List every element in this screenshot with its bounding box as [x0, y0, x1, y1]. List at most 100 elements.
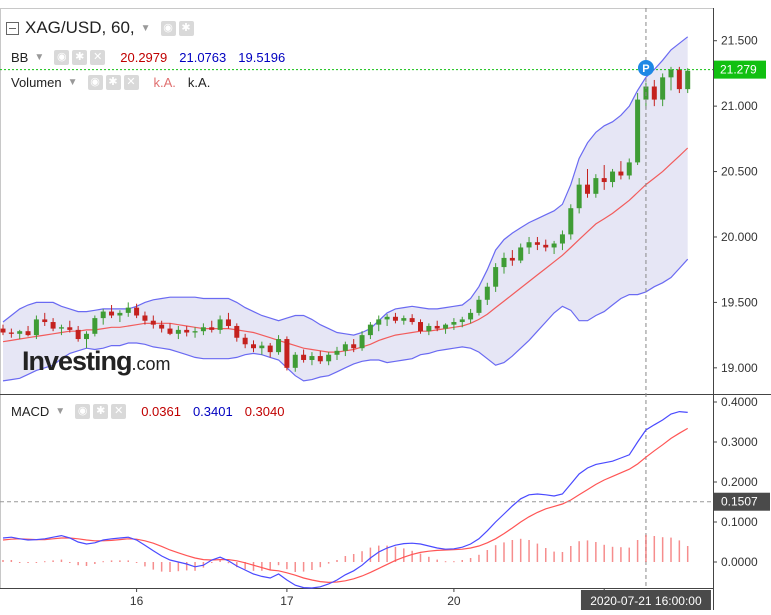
- time-tick-label: 20: [447, 594, 461, 608]
- chevron-down-icon[interactable]: ▼: [34, 52, 45, 63]
- macd-histogram-bar: [611, 546, 614, 562]
- candle-body: [392, 316, 398, 321]
- macd-histogram-bar: [503, 542, 505, 562]
- macd-histogram-bar: [286, 562, 288, 570]
- macd-histogram-bar: [160, 562, 163, 572]
- macd-histogram-bar: [578, 541, 580, 562]
- volume-value-2: k.A.: [187, 75, 211, 90]
- macd-histogram-bar: [386, 545, 388, 562]
- crosshair-time-label: 2020-07-21 16:00:00: [590, 594, 702, 608]
- macd-histogram-bar: [453, 561, 455, 563]
- candle-body: [84, 333, 89, 340]
- macd-histogram-bar: [661, 537, 664, 562]
- price-tick-label: 21.500: [721, 34, 758, 48]
- price-tick-label: 19.500: [721, 295, 758, 309]
- macd-tick-label: 0.0000: [721, 555, 758, 569]
- candle-body: [317, 356, 323, 362]
- collapse-icon[interactable]: [6, 21, 19, 35]
- macd-histogram-bar: [169, 562, 171, 572]
- candle-body: [25, 331, 31, 336]
- candle-body: [117, 312, 123, 316]
- bb-legend: BB ▼ ◉ ✱ ✕ 20.2979 21.0763 19.5196: [11, 50, 285, 65]
- candle-body: [468, 312, 474, 320]
- investing-logo: Investing.com: [22, 346, 171, 377]
- bb-lower-value: 19.5196: [238, 50, 286, 65]
- eye-icon[interactable]: ◉: [160, 20, 176, 36]
- macd-name: MACD: [11, 404, 50, 419]
- candle-body: [225, 319, 231, 326]
- candle-body: [259, 345, 265, 349]
- macd-histogram-bar: [369, 547, 372, 562]
- last-price-tag: [714, 60, 766, 79]
- price-tick-label: 20.500: [721, 165, 758, 179]
- price-tick-label: 21.000: [721, 99, 758, 113]
- macd-histogram-bar: [620, 547, 622, 562]
- candle-body: [585, 184, 590, 194]
- macd-histogram-bar: [319, 562, 322, 568]
- candle-body: [292, 354, 298, 368]
- macd-histogram-bar: [135, 562, 138, 563]
- main-legend: XAG/USD, 60, ▼ ◉ ✱: [6, 18, 197, 38]
- candle-body: [367, 324, 373, 336]
- macd-histogram-bar: [69, 562, 71, 563]
- logo-bold: Investing: [22, 346, 133, 376]
- macd-histogram-bar: [478, 554, 480, 562]
- macd-histogram-bar: [336, 560, 338, 562]
- macd-histogram-bar: [302, 562, 305, 572]
- candle-body: [192, 331, 198, 333]
- macd-histogram-bar: [18, 562, 21, 563]
- macd-histogram-bar: [528, 540, 530, 562]
- macd-histogram-bar: [519, 538, 522, 562]
- macd-histogram-bar: [327, 562, 330, 564]
- candle-body: [401, 318, 407, 321]
- candle-body: [175, 329, 181, 334]
- macd-histogram-bar: [152, 562, 155, 570]
- candle-body: [559, 234, 565, 244]
- eye-icon[interactable]: ◉: [75, 404, 91, 419]
- macd-histogram-bar: [378, 545, 380, 562]
- gear-icon[interactable]: ✱: [178, 20, 194, 36]
- macd-histogram-bar: [494, 545, 497, 562]
- chevron-down-icon[interactable]: ▼: [67, 77, 78, 88]
- macd-histogram-bar: [444, 561, 447, 563]
- p-badge-icon[interactable]: [637, 60, 654, 76]
- eye-icon[interactable]: ◉: [54, 50, 70, 65]
- candle-body: [200, 327, 206, 332]
- candle-body: [42, 319, 48, 323]
- macd-histogram-bar: [428, 556, 430, 562]
- macd-line-value: 0.3401: [192, 404, 233, 419]
- candle-body: [443, 324, 449, 329]
- macd-tick-label: 0.1000: [721, 515, 758, 529]
- candle-body: [526, 242, 532, 248]
- volume-legend: Volumen ▼ ◉ ✱ ✕ k.A. k.A.: [11, 75, 210, 90]
- candle-body: [626, 162, 632, 176]
- candle-body: [418, 322, 423, 332]
- candle-body: [459, 319, 465, 323]
- macd-histogram-bar: [686, 546, 689, 562]
- candle-body: [543, 244, 549, 248]
- eye-icon[interactable]: ◉: [87, 75, 103, 90]
- candle-body: [67, 327, 73, 330]
- candle-body: [75, 329, 81, 340]
- candle-body: [568, 208, 574, 235]
- close-icon[interactable]: ✕: [123, 75, 139, 90]
- macd-histogram-bar: [227, 562, 230, 564]
- candle-body: [551, 243, 557, 248]
- gear-icon[interactable]: ✱: [105, 75, 121, 90]
- price-tick-label: 20.000: [721, 230, 758, 244]
- macd-legend: MACD ▼ ◉ ✱ ✕ 0.0361 0.3401 0.3040: [11, 404, 284, 419]
- candle-body: [635, 99, 641, 163]
- gear-icon[interactable]: ✱: [93, 404, 109, 419]
- macd-histogram-bar: [586, 540, 589, 562]
- candle-body: [334, 350, 340, 355]
- close-icon[interactable]: ✕: [90, 50, 106, 65]
- gear-icon[interactable]: ✱: [72, 50, 88, 65]
- chevron-down-icon[interactable]: ▼: [55, 406, 66, 417]
- candle-body: [134, 307, 140, 316]
- close-icon[interactable]: ✕: [111, 404, 127, 419]
- candle-body: [409, 318, 415, 323]
- macd-histogram-bar: [77, 562, 79, 566]
- chevron-down-icon[interactable]: ▼: [140, 22, 151, 34]
